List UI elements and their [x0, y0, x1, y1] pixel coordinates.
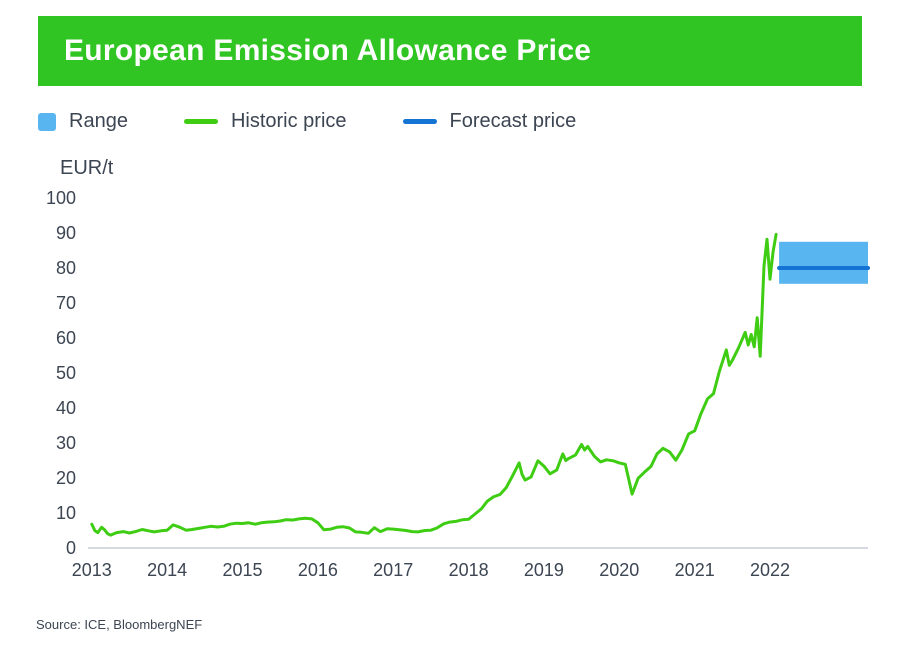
- range-band: [779, 241, 868, 284]
- y-tick-label: 10: [56, 503, 76, 523]
- x-tick-label: 2019: [524, 560, 564, 580]
- x-tick-label: 2022: [750, 560, 790, 580]
- y-tick-label: 40: [56, 398, 76, 418]
- legend-label-historic: Historic price: [230, 110, 347, 132]
- x-tick-label: 2020: [599, 560, 639, 580]
- chart-area: 0 10 20 30 40 50 60 70 80 90 100 2013 2014 2015 2016 20…: [36, 184, 900, 591]
- x-tick-label: 2021: [675, 560, 715, 580]
- x-tick-label: 2017: [373, 560, 413, 580]
- legend-item-range: Range: [38, 110, 128, 133]
- forecast-line-swatch-icon: [402, 119, 437, 124]
- y-axis-unit-label: EUR/t: [60, 157, 114, 179]
- range-swatch-icon: [38, 112, 56, 131]
- historic-line-swatch-icon: [183, 119, 218, 124]
- historic-price-line: [90, 232, 778, 537]
- y-tick-label: 0: [66, 538, 76, 558]
- y-tick-label: 90: [56, 223, 76, 243]
- legend-item-forecast: Forecast price: [402, 110, 577, 133]
- legend-label-range: Range: [69, 110, 128, 132]
- x-tick-label: 2013: [72, 560, 112, 580]
- y-tick-label: 50: [56, 363, 76, 383]
- y-tick-label: 100: [46, 188, 76, 208]
- y-tick-label: 80: [56, 258, 76, 278]
- y-tick-label: 30: [56, 433, 76, 453]
- y-tick-label: 20: [56, 468, 76, 488]
- legend: Range Historic price Forecast price: [38, 110, 900, 133]
- price-chart: 0 10 20 30 40 50 60 70 80 90 100 2013 2014 2015 2016 20…: [46, 188, 870, 580]
- chart-title-banner: European Emission Allowance Price: [38, 16, 862, 86]
- y-tick-label: 60: [56, 328, 76, 348]
- legend-label-forecast: Forecast price: [449, 110, 577, 132]
- x-tick-label: 2016: [298, 560, 338, 580]
- x-tick-label: 2014: [147, 560, 187, 580]
- chart-card: European Emission Allowance Price Range …: [0, 16, 900, 632]
- x-tick-label: 2018: [449, 560, 489, 580]
- y-tick-label: 70: [56, 293, 76, 313]
- source-note: Source: ICE, BloombergNEF: [36, 617, 203, 632]
- legend-item-historic: Historic price: [183, 110, 347, 133]
- chart-title: European Emission Allowance Price: [64, 34, 592, 67]
- x-tick-label: 2015: [222, 560, 262, 580]
